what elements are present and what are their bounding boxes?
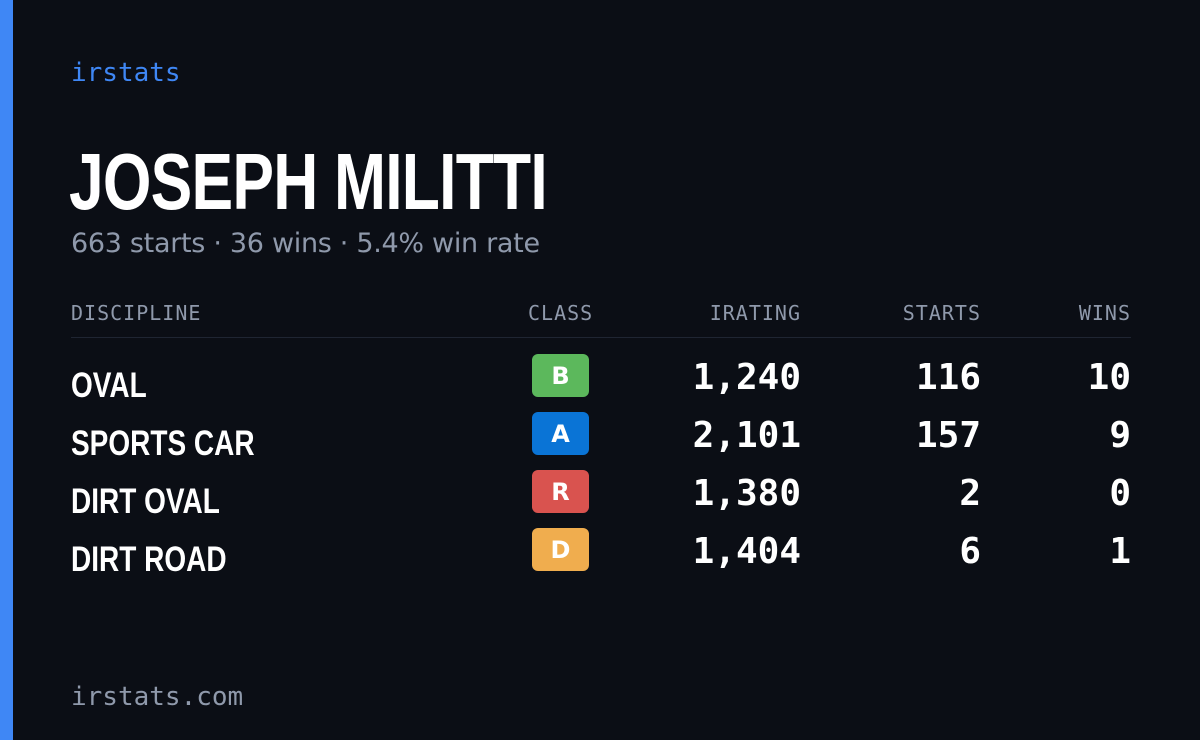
discipline-name: SPORTS CAR: [71, 424, 255, 463]
accent-bar: [0, 0, 13, 740]
table-body: OVAL B 1,240 116 10 SPORTS CAR A 2,101 1…: [71, 354, 1131, 586]
wins-value: 1: [1109, 531, 1131, 572]
license-class-badge: R: [532, 470, 589, 513]
license-class-badge: A: [532, 412, 589, 455]
starts-value: 2: [959, 473, 981, 514]
header-class: CLASS: [528, 301, 594, 325]
discipline-name: DIRT ROAD: [71, 540, 227, 579]
footer-url: irstats.com: [71, 682, 244, 712]
table-header: DISCIPLINE CLASS IRATING STARTS WINS: [71, 298, 1131, 338]
wins-value: 0: [1109, 473, 1131, 514]
driver-name: JOSEPH MILITTI: [69, 137, 548, 226]
license-class-badge: B: [532, 354, 589, 397]
discipline-table: DISCIPLINE CLASS IRATING STARTS WINS OVA…: [71, 298, 1131, 586]
license-class-badge: D: [532, 528, 589, 571]
irating-value: 2,101: [692, 415, 801, 456]
table-row: DIRT OVAL R 1,380 2 0: [71, 470, 1131, 528]
header-starts: STARTS: [902, 301, 981, 325]
header-wins: WINS: [1078, 301, 1131, 325]
table-row: OVAL B 1,240 116 10: [71, 354, 1131, 412]
career-summary: 663 starts · 36 wins · 5.4% win rate: [71, 228, 540, 259]
brand-wordmark: irstats: [71, 58, 181, 88]
header-discipline: DISCIPLINE: [71, 301, 202, 325]
starts-value: 116: [915, 357, 981, 398]
discipline-name: OVAL: [71, 366, 147, 405]
wins-value: 9: [1109, 415, 1131, 456]
irating-value: 1,404: [692, 531, 801, 572]
table-row: DIRT ROAD D 1,404 6 1: [71, 528, 1131, 586]
wins-value: 10: [1087, 357, 1131, 398]
starts-value: 157: [915, 415, 981, 456]
irating-value: 1,380: [692, 473, 801, 514]
discipline-name: DIRT OVAL: [71, 482, 220, 521]
starts-value: 6: [959, 531, 981, 572]
irating-value: 1,240: [692, 357, 801, 398]
table-row: SPORTS CAR A 2,101 157 9: [71, 412, 1131, 470]
header-irating: IRATING: [709, 301, 801, 325]
